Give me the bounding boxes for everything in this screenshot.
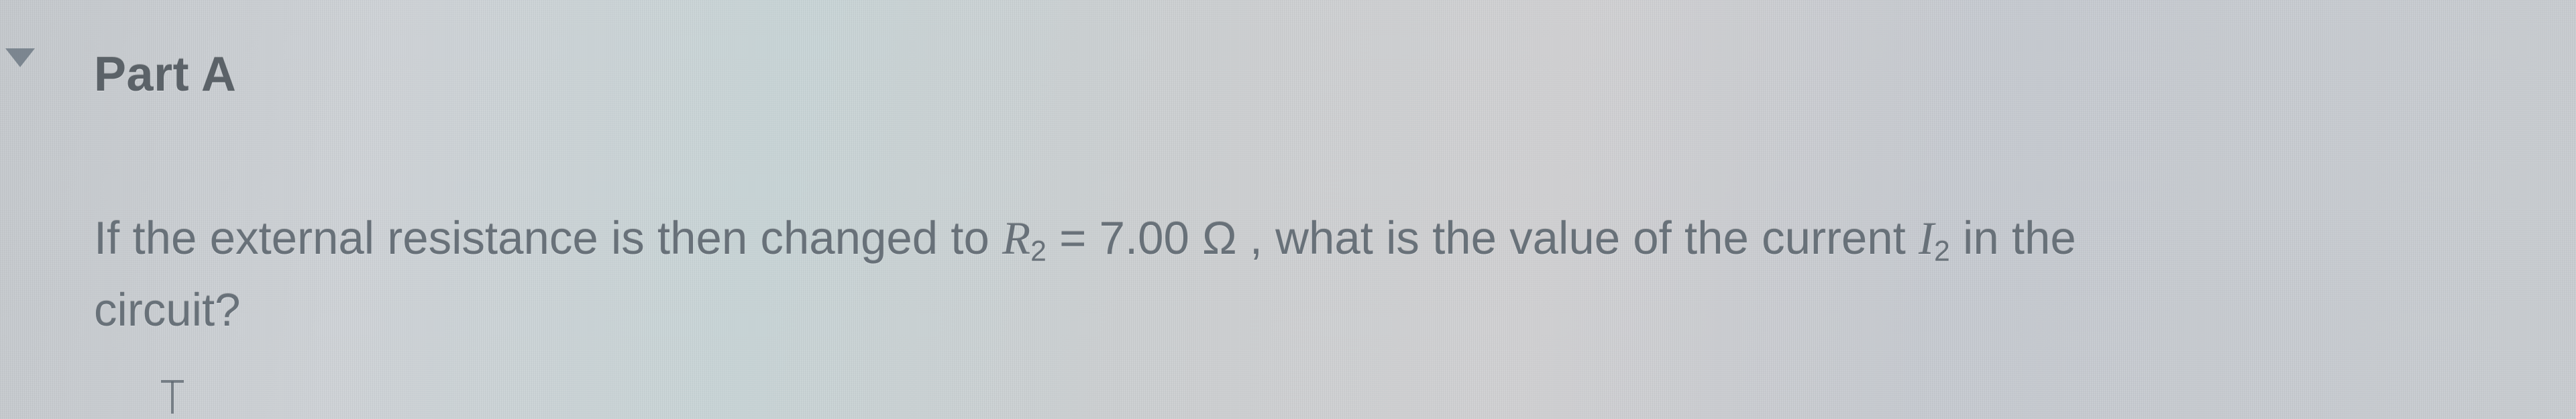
question-post: in the [1950,212,2076,264]
collapse-toggle[interactable] [5,48,35,67]
var-I-symbol: I [1919,213,1934,264]
question-panel: Part A If the external resistance is the… [0,0,2576,419]
var-I-subscript: 2 [1934,236,1950,268]
section-heading: Part A [94,47,2576,102]
question-prefix: If the external resistance is then chang… [94,212,1002,264]
var-R-subscript: 2 [1030,236,1046,268]
caret-mark [171,381,174,414]
question-line2: circuit? [94,284,241,336]
question-text: If the external resistance is then chang… [94,203,2549,346]
question-mid: , what is the value of the current [1237,212,1919,264]
var-R-symbol: R [1002,213,1030,264]
chevron-down-icon [5,48,35,67]
var-I2: I2 [1919,213,1950,264]
var-R2: R2 [1002,213,1046,264]
equals-and-value: = 7.00 [1046,212,1202,264]
ohm-unit: Ω [1202,212,1237,264]
